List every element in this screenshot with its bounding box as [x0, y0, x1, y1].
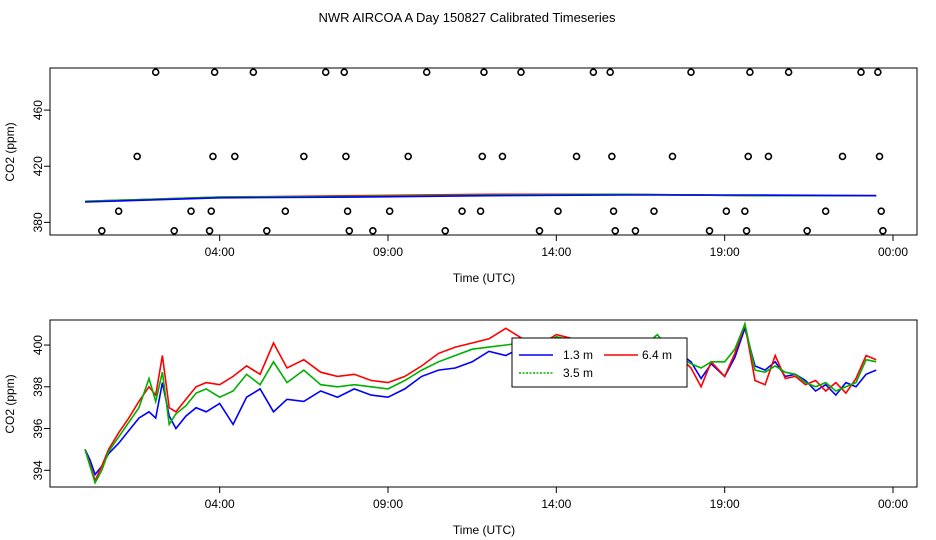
outlier-point [572, 152, 581, 161]
legend-label-3-5m: 3.5 m [563, 366, 593, 380]
x-tick-label: 04:00 [205, 497, 235, 511]
chart-title: NWR AIRCOA A Day 150827 Calibrated Times… [319, 10, 616, 25]
outlier-point [589, 68, 598, 77]
outlier-point [151, 68, 160, 77]
axis-ticks: 04:00 09:00 14:00 19:00 00:00 380 420 460 [31, 100, 908, 259]
x-tick-label: 09:00 [373, 497, 403, 511]
outlier-point [609, 207, 618, 215]
outlier-point [668, 152, 677, 161]
x-axis-label: Time (UTC) [453, 523, 515, 537]
x-tick-label: 09:00 [373, 245, 403, 259]
outlier-point [535, 226, 544, 235]
outlier-point [498, 152, 507, 161]
plot-frame [49, 67, 918, 236]
outlier-point [262, 226, 271, 235]
y-tick-label: 400 [31, 335, 45, 355]
outlier-point [606, 68, 615, 77]
outlier-point [705, 226, 714, 235]
outlier-point [207, 207, 216, 215]
series-line-blue [84, 194, 877, 203]
series-line-6-4-m [84, 321, 877, 483]
outlier-point [340, 68, 349, 77]
outlier-point [764, 152, 773, 161]
data-marks [84, 68, 887, 235]
outlier-point [687, 68, 695, 77]
outlier-point [611, 226, 620, 235]
outlier-point [205, 226, 214, 235]
panel-top: CO2 (ppm) Time (UTC) 04:00 09:00 14:00 19:0… [3, 67, 918, 285]
panel-bottom: CO2 (ppm) Time (UTC) 04:00 09:00 14:00 19:0… [3, 319, 918, 537]
legend-label-1-3m: 1.3 m [563, 348, 593, 362]
y-tick-label: 380 [31, 212, 45, 232]
outlier-point [114, 207, 123, 215]
outlier-point [281, 207, 290, 215]
outlier-point [480, 68, 488, 77]
y-tick-label: 396 [31, 418, 45, 438]
outlier-point [875, 152, 884, 161]
outlier-point [877, 207, 886, 215]
outlier-point [476, 207, 485, 215]
outlier-point [345, 226, 354, 235]
outlier-point [478, 152, 487, 161]
x-tick-label: 19:00 [710, 245, 740, 259]
y-tick-label: 420 [31, 156, 45, 176]
series-line-3-5-m [84, 321, 877, 485]
outlier-point [784, 68, 793, 77]
outlier-point [342, 152, 350, 161]
outlier-point [300, 152, 308, 161]
y-tick-label: 460 [31, 100, 45, 120]
outlier-point [631, 226, 640, 235]
outlier-point [838, 152, 847, 161]
outlier-point [210, 68, 219, 77]
y-axis-label: CO2 (ppm) [3, 122, 17, 181]
outlier-point [422, 68, 431, 77]
outlier-point [321, 68, 330, 77]
outlier-point [821, 207, 830, 215]
x-tick-label: 14:00 [541, 497, 571, 511]
plot-frame [49, 319, 918, 488]
x-axis-label: Time (UTC) [453, 271, 515, 285]
y-tick-label: 398 [31, 376, 45, 396]
outlier-point [650, 207, 658, 215]
x-tick-label: 14:00 [541, 245, 571, 259]
outlier-point [385, 207, 394, 215]
outlier-point [746, 68, 754, 77]
outlier-point [554, 207, 562, 215]
y-axis-label: CO2 (ppm) [3, 374, 17, 433]
y-tick-label: 394 [31, 460, 45, 480]
outlier-point [170, 226, 179, 235]
outlier-point [369, 226, 377, 235]
data-marks [84, 321, 877, 485]
outlier-point [608, 152, 616, 161]
outlier-point [404, 152, 413, 161]
outlier-point [744, 152, 753, 161]
outlier-point [722, 207, 731, 215]
legend-label-6-4m: 6.4 m [642, 348, 672, 362]
outlier-point [742, 226, 751, 235]
outlier-point [517, 68, 525, 77]
outlier-point [741, 207, 749, 215]
outlier-point [874, 68, 882, 77]
outlier-point [249, 68, 258, 77]
outlier-point [209, 152, 217, 161]
outlier-point [231, 152, 239, 161]
outlier-point [187, 207, 195, 215]
x-tick-label: 19:00 [710, 497, 740, 511]
outlier-point [441, 226, 450, 235]
x-tick-label: 00:00 [878, 245, 908, 259]
x-tick-label: 00:00 [878, 497, 908, 511]
series-line-1-3-m [84, 325, 877, 477]
legend-box [511, 337, 688, 388]
outlier-point [343, 207, 352, 215]
x-tick-label: 04:00 [205, 245, 235, 259]
outlier-point [133, 152, 141, 161]
legend: 1.3 m 6.4 m 3.5 m [511, 337, 688, 388]
outlier-point [879, 226, 887, 235]
outlier-point [98, 226, 106, 235]
outlier-point [803, 226, 811, 235]
outlier-point [857, 68, 865, 77]
axis-ticks: 04:00 09:00 14:00 19:00 00:00 394 396 398 400 [31, 335, 908, 511]
outlier-point [458, 207, 466, 215]
